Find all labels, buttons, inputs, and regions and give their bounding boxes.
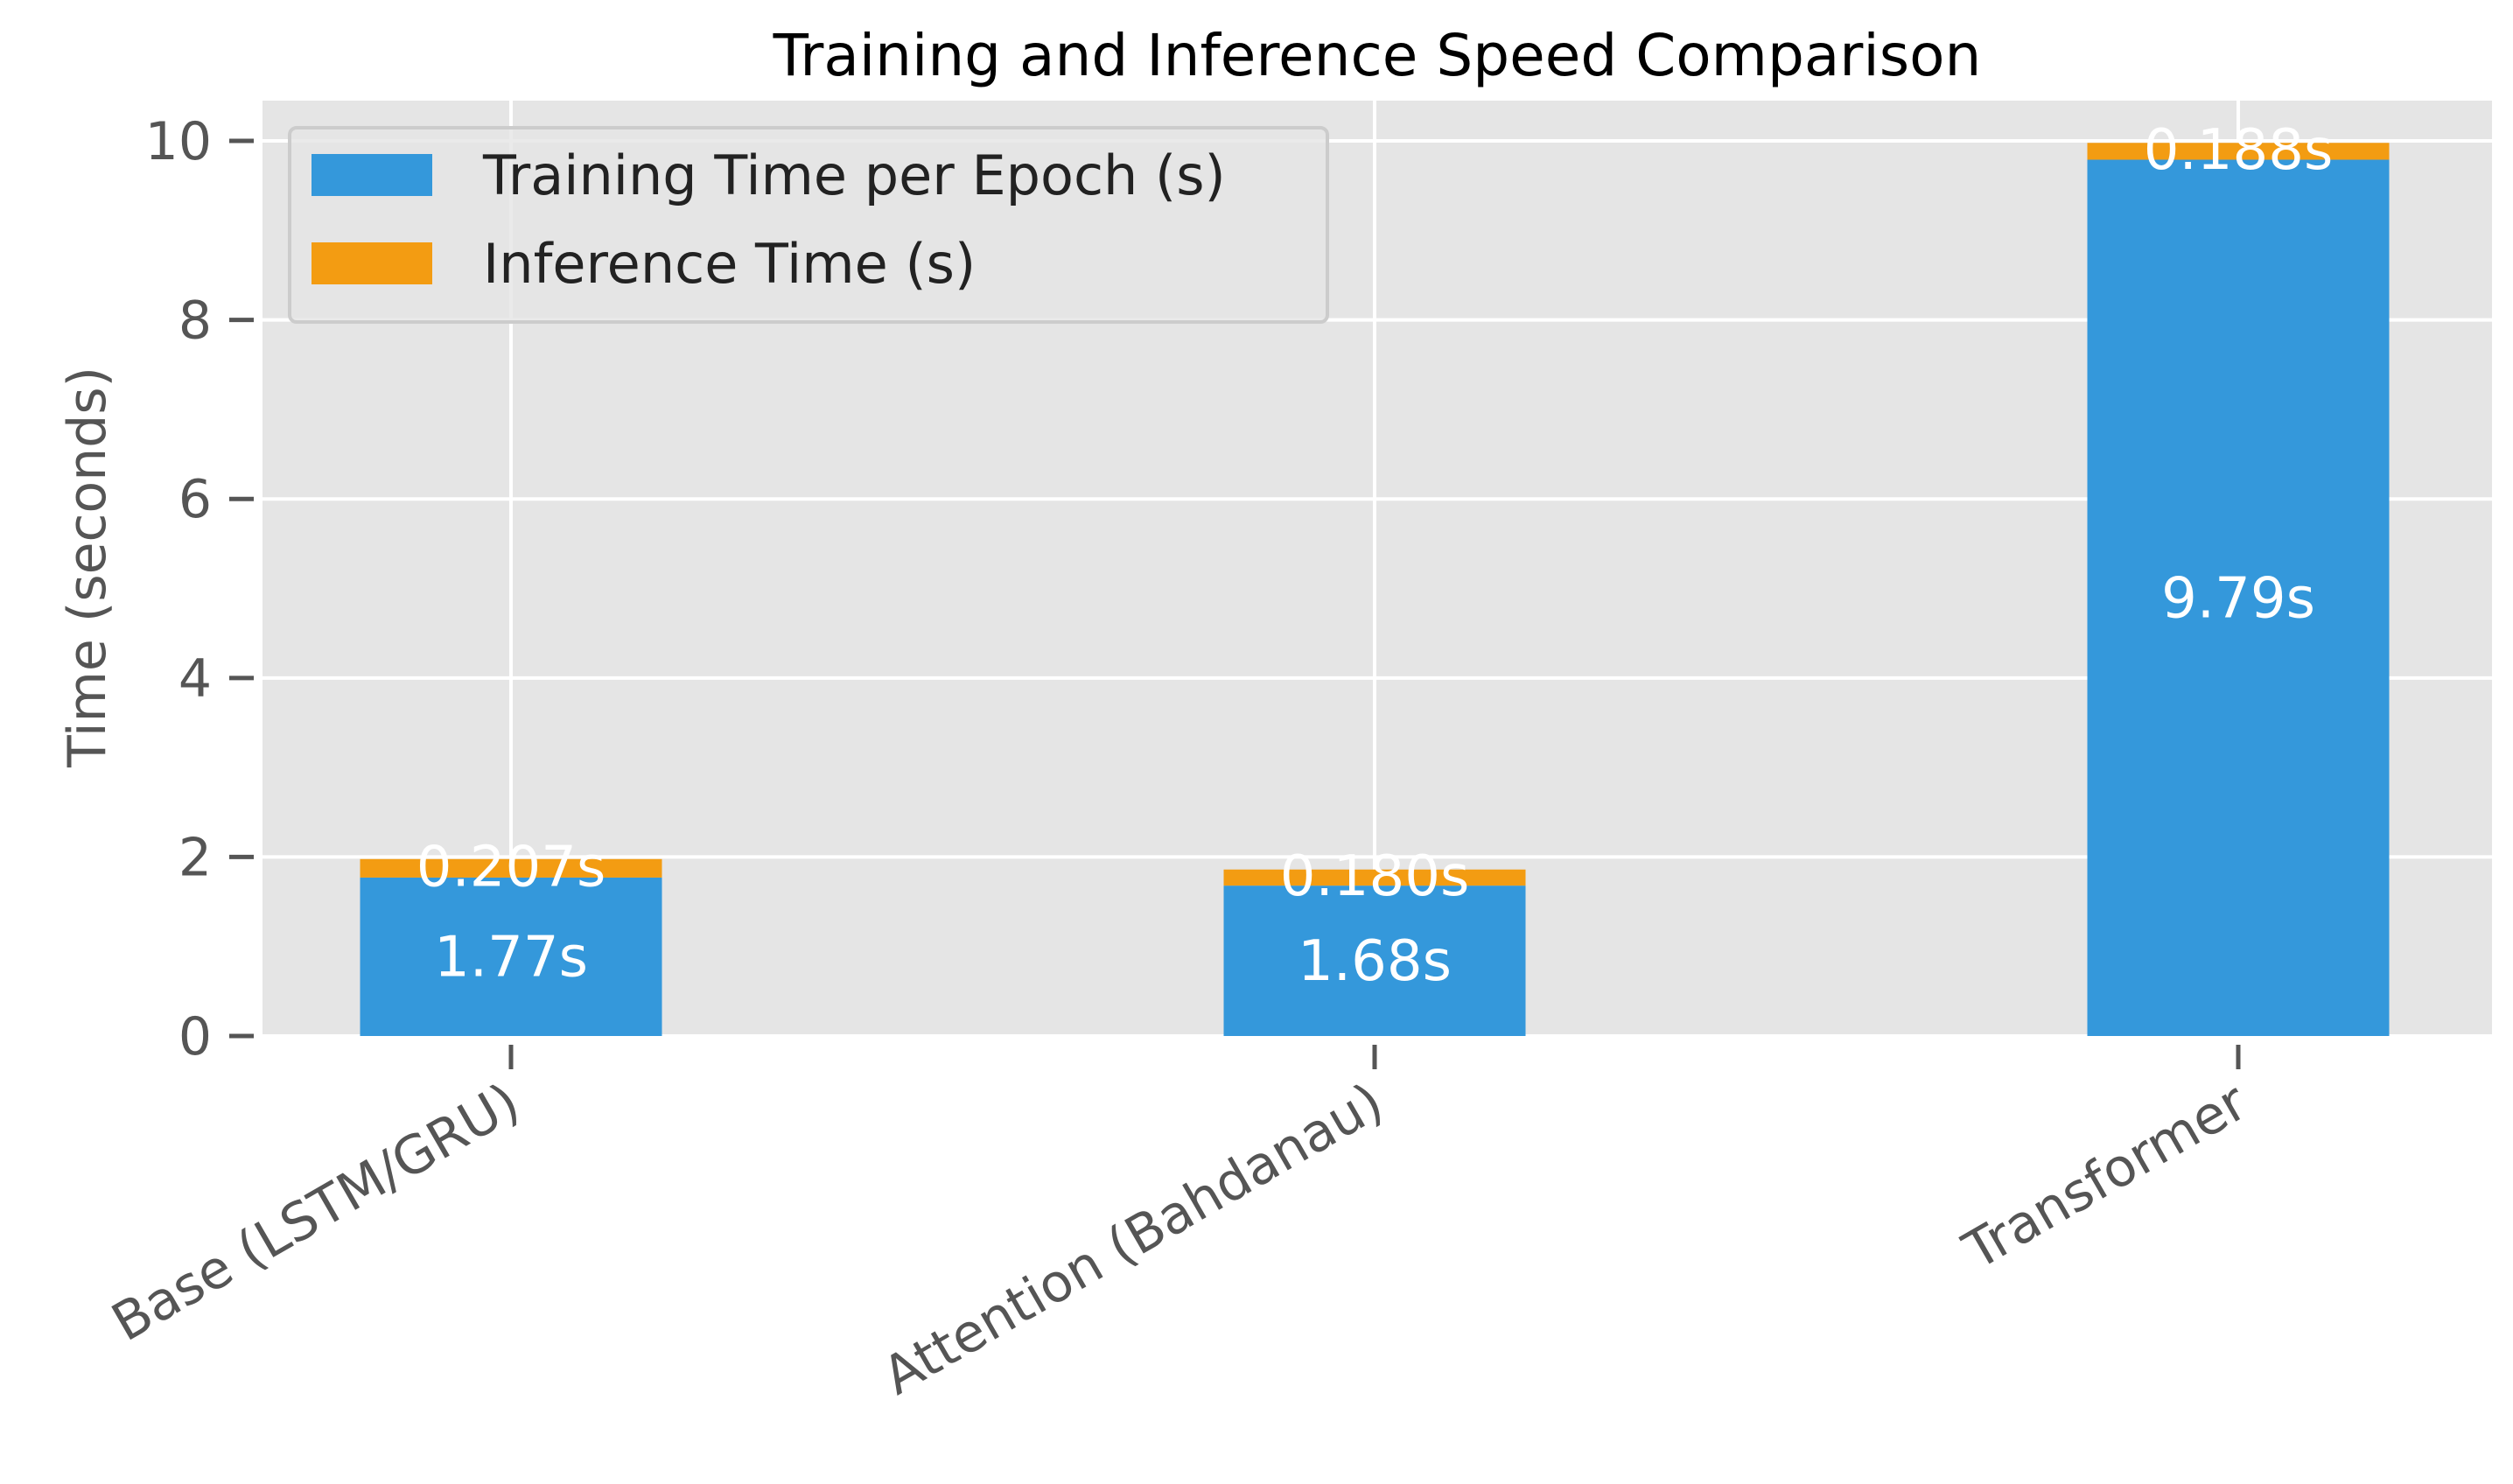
legend-swatch	[312, 154, 432, 196]
bars	[360, 143, 2390, 1036]
x-axis: Base (LSTM/GRU) Attention (Bahdanau) Trans…	[102, 1045, 2258, 1407]
bar-value-label: 1.77s	[434, 925, 588, 990]
legend-swatch	[312, 242, 432, 284]
bar-value-label: 0.180s	[1280, 844, 1470, 909]
y-tick-label: 0	[178, 1006, 212, 1068]
x-tick-label: Transformer	[1953, 1071, 2258, 1282]
legend-box	[288, 126, 1329, 324]
bar-value-label: 9.79s	[2161, 566, 2315, 631]
bar-labels: 1.77s 0.207s 1.68s 0.180s 9.79s 0.188s	[416, 118, 2334, 994]
bar-value-label: 0.207s	[416, 835, 606, 900]
bar-value-label: 0.188s	[2144, 118, 2334, 183]
bar-inference	[2087, 143, 2390, 160]
y-tick-label: 10	[145, 111, 212, 172]
legend-label: Training Time per Epoch (s)	[482, 144, 1226, 207]
legend: Training Time per Epoch (s) Inference Tim…	[288, 126, 1329, 324]
chart-title: Training and Inference Speed Comparison	[773, 22, 1982, 89]
x-tick-label: Attention (Bahdanau)	[873, 1071, 1394, 1407]
bar-training	[360, 877, 662, 1036]
y-tick-label: 6	[178, 469, 212, 530]
legend-label: Inference Time (s)	[483, 232, 976, 296]
y-axis-label: Time (seconds)	[57, 367, 118, 768]
y-tick-label: 2	[178, 827, 212, 888]
bar-training	[2087, 159, 2390, 1036]
bar-value-label: 1.68s	[1298, 929, 1452, 994]
x-tick-label: Base (LSTM/GRU)	[102, 1071, 529, 1354]
y-tick-label: 8	[178, 290, 212, 352]
bar-inference	[360, 858, 662, 878]
bar-inference	[1223, 869, 1526, 886]
y-axis: 0 2 4 6 8 10	[145, 111, 254, 1068]
y-tick-label: 4	[178, 648, 212, 710]
bar-training	[1223, 886, 1526, 1036]
